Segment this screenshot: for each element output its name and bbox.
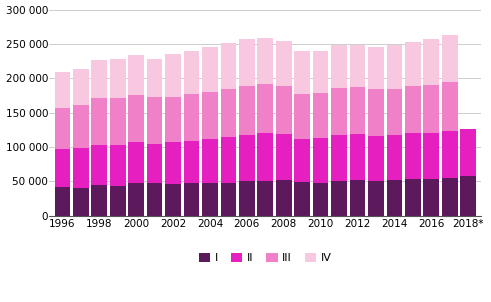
- Bar: [461, 129, 476, 176]
- Bar: [331, 88, 347, 135]
- Bar: [128, 95, 144, 142]
- Bar: [220, 43, 236, 88]
- Bar: [91, 145, 107, 185]
- Bar: [368, 136, 384, 181]
- Bar: [276, 86, 292, 134]
- Bar: [184, 94, 199, 141]
- Bar: [442, 178, 458, 216]
- Bar: [73, 188, 89, 216]
- Bar: [91, 185, 107, 216]
- Bar: [110, 98, 126, 145]
- Bar: [239, 86, 255, 135]
- Bar: [220, 88, 236, 137]
- Bar: [165, 97, 181, 142]
- Bar: [423, 85, 439, 133]
- Bar: [73, 148, 89, 188]
- Bar: [442, 35, 458, 82]
- Bar: [55, 108, 70, 149]
- Bar: [331, 181, 347, 216]
- Bar: [350, 134, 365, 180]
- Bar: [257, 133, 273, 181]
- Bar: [73, 69, 89, 105]
- Bar: [91, 60, 107, 98]
- Bar: [128, 55, 144, 95]
- Bar: [91, 98, 107, 145]
- Bar: [184, 183, 199, 216]
- Bar: [239, 182, 255, 216]
- Bar: [331, 45, 347, 88]
- Bar: [423, 179, 439, 216]
- Bar: [368, 181, 384, 216]
- Bar: [461, 176, 476, 216]
- Bar: [350, 180, 365, 216]
- Bar: [313, 93, 328, 138]
- Bar: [165, 142, 181, 184]
- Bar: [165, 184, 181, 216]
- Bar: [55, 187, 70, 216]
- Bar: [165, 53, 181, 97]
- Bar: [313, 51, 328, 93]
- Bar: [128, 142, 144, 183]
- Bar: [294, 182, 310, 216]
- Bar: [276, 180, 292, 216]
- Bar: [220, 183, 236, 216]
- Bar: [55, 72, 70, 108]
- Bar: [55, 149, 70, 187]
- Bar: [257, 181, 273, 216]
- Bar: [128, 183, 144, 216]
- Bar: [423, 133, 439, 179]
- Bar: [110, 59, 126, 98]
- Bar: [405, 42, 421, 86]
- Bar: [442, 131, 458, 178]
- Bar: [202, 92, 218, 139]
- Bar: [423, 39, 439, 85]
- Bar: [202, 139, 218, 183]
- Bar: [110, 145, 126, 185]
- Bar: [405, 86, 421, 133]
- Bar: [350, 45, 365, 87]
- Bar: [386, 135, 402, 180]
- Bar: [405, 133, 421, 179]
- Bar: [257, 38, 273, 84]
- Bar: [405, 179, 421, 216]
- Bar: [147, 59, 163, 97]
- Bar: [350, 87, 365, 134]
- Bar: [110, 185, 126, 216]
- Bar: [276, 41, 292, 86]
- Bar: [202, 47, 218, 92]
- Bar: [276, 134, 292, 180]
- Bar: [257, 84, 273, 133]
- Bar: [147, 97, 163, 143]
- Bar: [442, 82, 458, 131]
- Bar: [239, 135, 255, 182]
- Bar: [294, 140, 310, 182]
- Bar: [147, 183, 163, 216]
- Bar: [368, 89, 384, 136]
- Bar: [313, 183, 328, 216]
- Bar: [239, 39, 255, 86]
- Bar: [73, 105, 89, 148]
- Bar: [202, 183, 218, 216]
- Bar: [386, 88, 402, 135]
- Bar: [294, 51, 310, 94]
- Legend: I, II, III, IV: I, II, III, IV: [194, 249, 336, 268]
- Bar: [184, 141, 199, 183]
- Bar: [368, 47, 384, 89]
- Bar: [386, 45, 402, 88]
- Bar: [184, 51, 199, 94]
- Bar: [294, 94, 310, 140]
- Bar: [331, 135, 347, 181]
- Bar: [313, 138, 328, 183]
- Bar: [220, 137, 236, 183]
- Bar: [147, 143, 163, 183]
- Bar: [386, 180, 402, 216]
